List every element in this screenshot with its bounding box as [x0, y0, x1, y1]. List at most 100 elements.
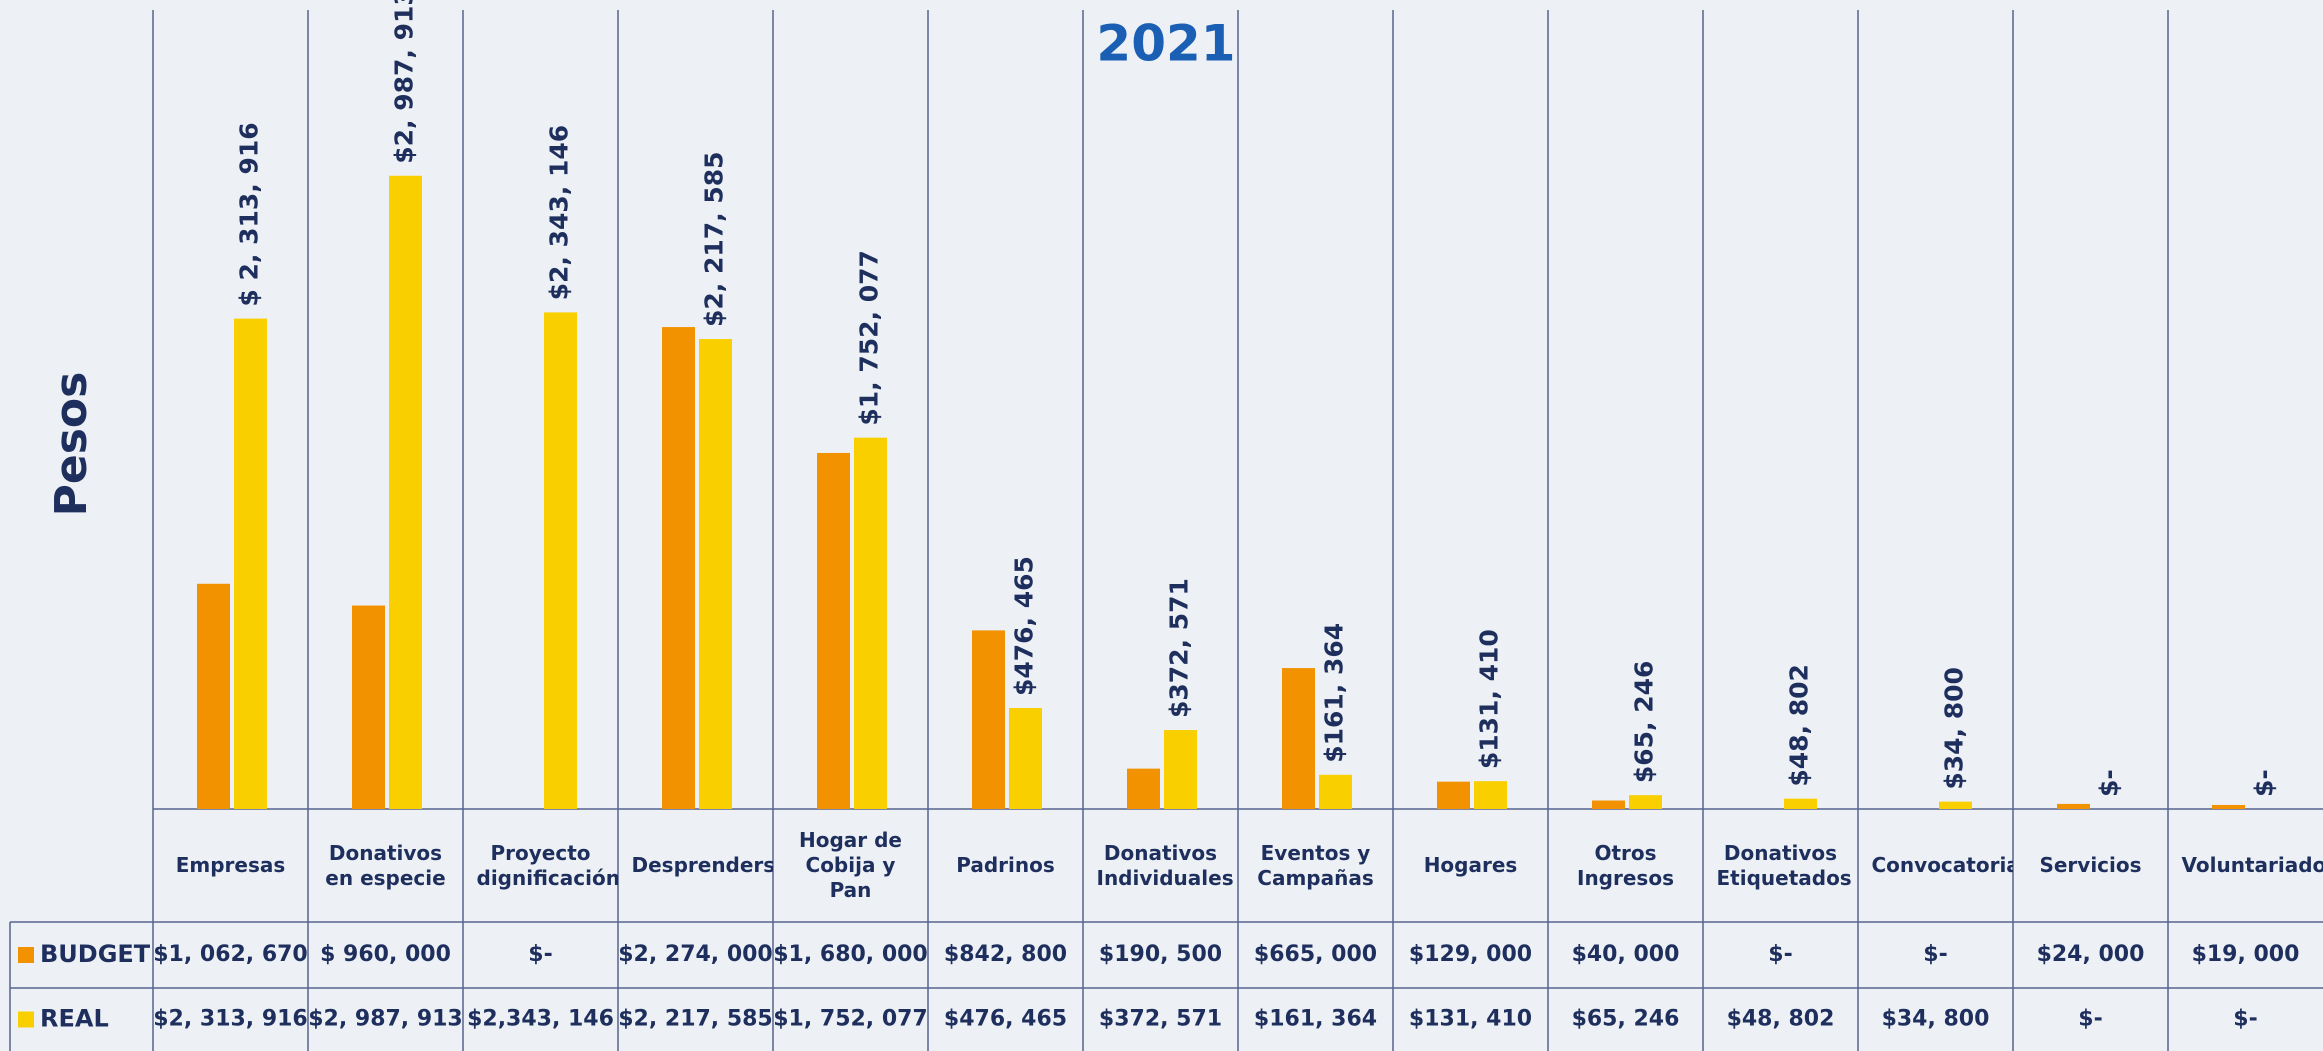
x-tick-label: Eventos y Campañas	[1257, 840, 1374, 890]
category-wrap: Convocatorias	[1858, 809, 2014, 922]
category-wrap: Voluntariado	[2168, 809, 2323, 922]
table-value: $-	[1923, 942, 1947, 967]
category-cell: Donativos Individuales	[1083, 809, 1238, 922]
bar	[1592, 800, 1625, 809]
category-wrap: Empresas	[153, 809, 308, 922]
category-wrap: Otros Ingresos	[1548, 809, 1703, 922]
category-wrap: Donativos Individuales	[1083, 809, 1238, 922]
x-tick-label: Hogar de Cobija y Pan	[799, 828, 902, 902]
bar	[2212, 804, 2245, 809]
x-tick-label: Servicios	[2039, 853, 2142, 877]
category-wrap: Desprenderse	[618, 809, 774, 922]
table-value: $161, 364	[1254, 1007, 1377, 1032]
bar	[854, 437, 887, 809]
data-label: $48, 802	[1785, 664, 1814, 787]
table-value: $372, 571	[1099, 1007, 1222, 1032]
category-wrap: Proyecto dignificación	[463, 809, 619, 922]
bar	[817, 452, 850, 809]
category-cell: Convocatorias	[1858, 809, 2014, 922]
bar	[352, 605, 385, 809]
category-cell: Hogares	[1423, 853, 1518, 877]
table-value: $842, 800	[944, 942, 1067, 967]
category-cell: Voluntariado	[2168, 809, 2323, 922]
x-tick-label: Donativos Individuales	[1096, 840, 1234, 890]
x-tick-label: Convocatorias	[1871, 853, 2014, 877]
category-cell: Servicios	[2013, 809, 2168, 922]
data-label: $2, 343, 146	[545, 125, 574, 301]
category-cell: Donativos Etiquetados	[1703, 809, 1858, 922]
x-tick-label: Otros Ingresos	[1577, 840, 1674, 890]
table-value: $2, 274, 000	[618, 942, 773, 967]
x-tick-label: Hogares	[1423, 853, 1518, 877]
data-label: $131, 410	[1475, 629, 1504, 769]
table-value: $2, 987, 913	[308, 1007, 463, 1032]
legend-label: REAL	[40, 1005, 109, 1033]
category-cell: Proyecto dignificación	[463, 809, 619, 922]
table-value: $65, 246	[1572, 1007, 1680, 1032]
table-value: $ 960, 000	[320, 942, 451, 967]
table-value: $-	[1768, 942, 1792, 967]
category-cell: Desprenderse	[618, 809, 774, 922]
bar	[1127, 768, 1160, 809]
category-cell: Donativos en especie	[308, 809, 463, 922]
category-cell: Empresas	[153, 809, 308, 922]
chart-title: 2021	[1096, 15, 1235, 73]
bar	[1282, 668, 1315, 809]
category-wrap: Donativos Etiquetados	[1703, 809, 1858, 922]
category-wrap: Eventos y Campañas	[1238, 809, 1393, 922]
table-value: $24, 000	[2037, 942, 2145, 967]
table-value: $1, 062, 670	[153, 942, 308, 967]
x-tick-label: Donativos Etiquetados	[1716, 840, 1852, 890]
table-value: $2, 313, 916	[153, 1007, 308, 1032]
y-axis-label: Pesos	[46, 372, 97, 517]
category-cell: Padrinos	[928, 809, 1083, 922]
x-tick-label: Padrinos	[956, 853, 1055, 877]
bar	[1784, 798, 1817, 809]
bar	[1474, 781, 1507, 809]
data-label: $2, 987, 913	[390, 0, 419, 164]
bar	[2057, 803, 2090, 809]
bar	[1009, 708, 1042, 809]
bar	[389, 175, 422, 809]
bar	[234, 318, 267, 809]
data-label: $2, 217, 585	[700, 151, 729, 327]
table-value: $2,343, 146	[467, 1007, 614, 1032]
legend-swatch	[18, 1011, 34, 1028]
table-value: $2, 217, 585	[618, 1007, 773, 1032]
x-tick-label: Proyecto dignificación	[476, 840, 619, 890]
bar	[1319, 774, 1352, 809]
category-wrap: Servicios	[2013, 809, 2168, 922]
table-value: $-	[528, 942, 552, 967]
table-value: $40, 000	[1572, 942, 1680, 967]
data-label: $-	[2250, 769, 2279, 797]
bar	[1629, 795, 1662, 809]
bar	[197, 583, 230, 809]
data-label: $ 2, 313, 916	[235, 122, 264, 306]
category-cell: Otros Ingresos	[1548, 809, 1703, 922]
data-label: $-	[2095, 769, 2124, 797]
bar	[1939, 801, 1972, 809]
data-label: $1, 752, 077	[855, 250, 884, 426]
table-value: $665, 000	[1254, 942, 1377, 967]
data-label: $161, 364	[1320, 623, 1349, 763]
table-value: $1, 680, 000	[773, 942, 928, 967]
category-cell: Hogar de Cobija y Pan	[799, 828, 902, 902]
bar	[972, 630, 1005, 809]
table-value: $19, 000	[2192, 942, 2300, 967]
bar	[544, 312, 577, 809]
table-value: $129, 000	[1409, 942, 1532, 967]
bar	[699, 339, 732, 809]
x-tick-label: Empresas	[175, 853, 286, 877]
bar	[662, 327, 695, 809]
bar	[1437, 781, 1470, 809]
table-value: $-	[2233, 1007, 2257, 1032]
category-wrap: Donativos en especie	[308, 809, 463, 922]
data-label: $372, 571	[1165, 578, 1194, 718]
category-wrap: Padrinos	[928, 809, 1083, 922]
data-label: $476, 465	[1010, 556, 1039, 696]
table-value: $34, 800	[1882, 1007, 1990, 1032]
data-label: $34, 800	[1940, 667, 1969, 790]
x-tick-label: Voluntariado	[2181, 853, 2323, 877]
legend-label: BUDGET	[40, 940, 151, 968]
